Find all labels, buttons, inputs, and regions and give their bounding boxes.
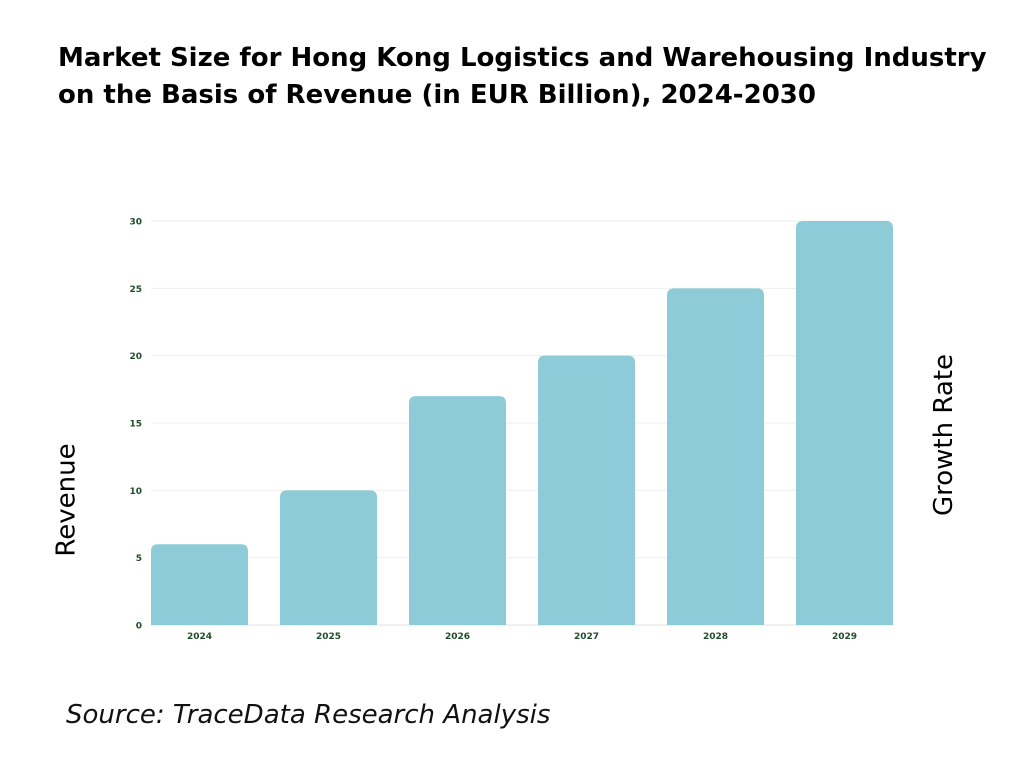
source-note: Source: TraceData Research Analysis <box>66 700 551 730</box>
x-tick-label: 2026 <box>445 632 470 642</box>
x-tick-label: 2027 <box>574 632 599 642</box>
bar <box>409 396 506 625</box>
y-tick-label: 25 <box>129 285 142 295</box>
y-tick-label: 5 <box>136 554 142 564</box>
x-tick-label: 2024 <box>187 632 212 642</box>
bar <box>796 221 893 625</box>
x-tick-label: 2025 <box>316 632 341 642</box>
y-tick-label: 10 <box>129 487 142 497</box>
y-tick-label: 20 <box>129 352 142 362</box>
y-tick-label: 15 <box>129 420 142 430</box>
bar <box>667 288 764 625</box>
bar <box>151 544 248 625</box>
bar <box>538 355 635 625</box>
y-tick-label: 0 <box>136 622 142 632</box>
x-tick-label: 2028 <box>703 632 728 642</box>
chart-title: Market Size for Hong Kong Logistics and … <box>58 43 987 110</box>
x-tick-label: 2029 <box>832 632 857 642</box>
bar <box>280 490 377 625</box>
y-tick-label: 30 <box>129 218 142 228</box>
